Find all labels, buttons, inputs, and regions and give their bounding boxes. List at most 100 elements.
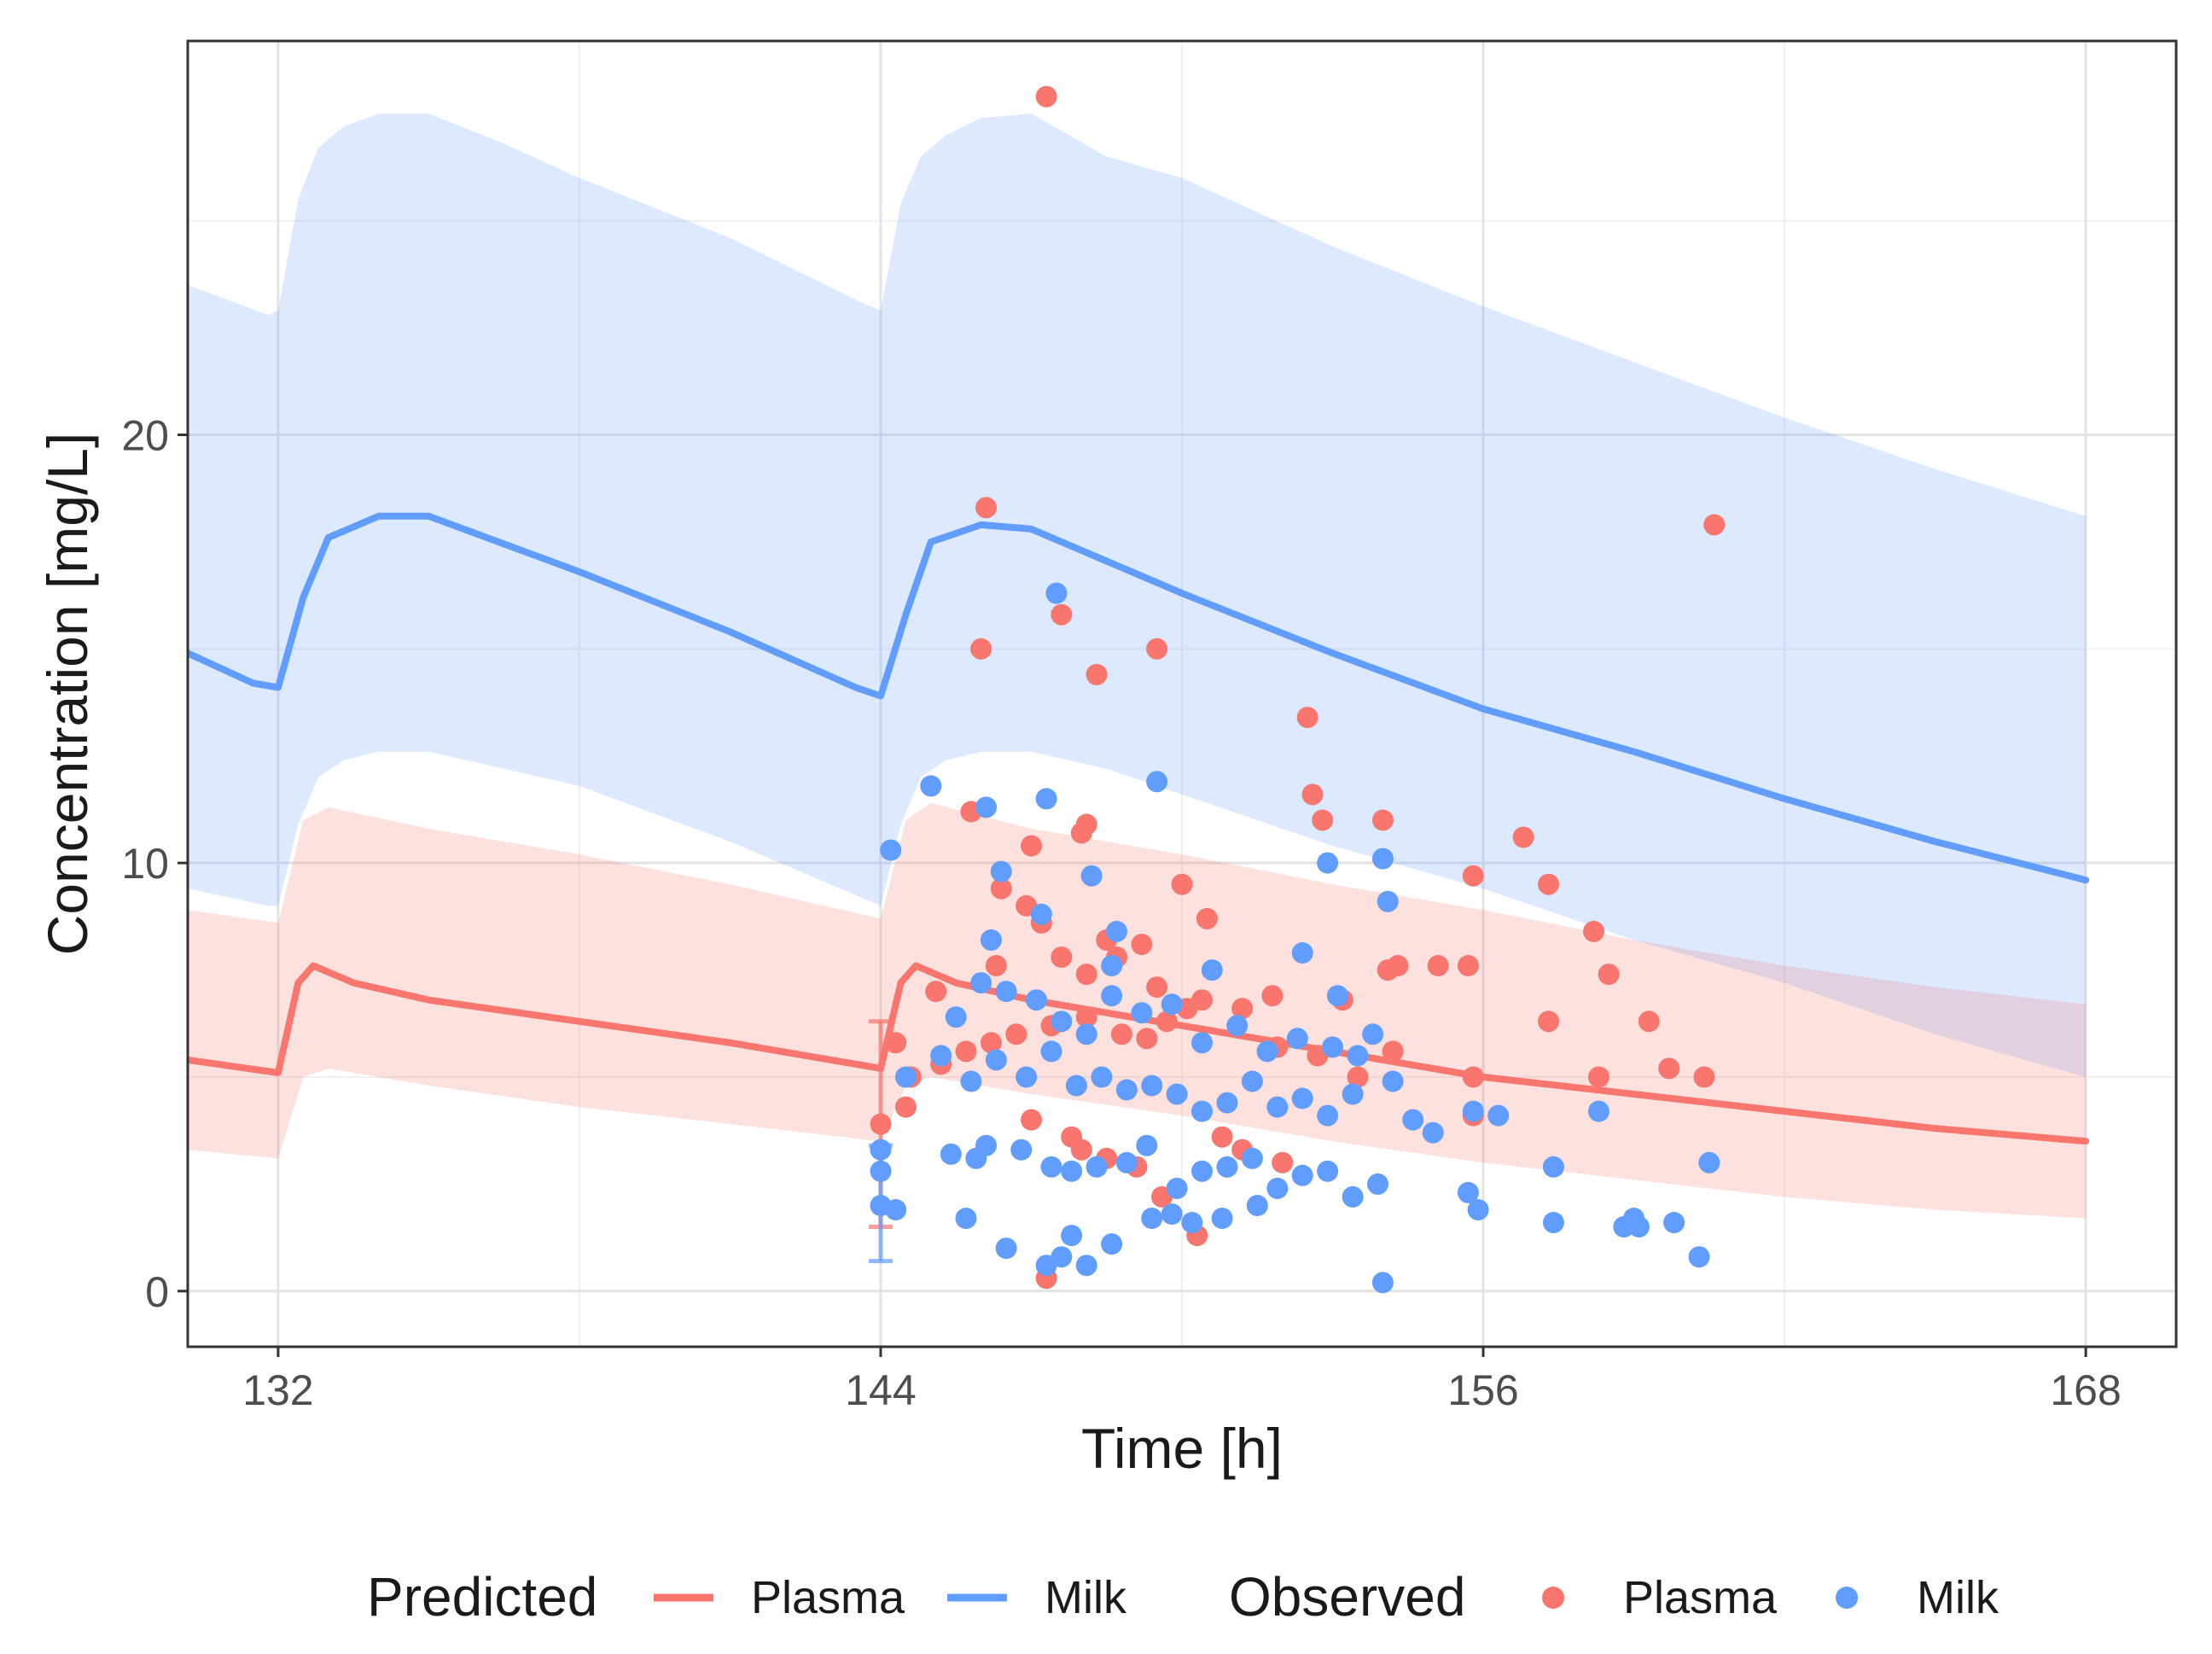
point-observed-milk — [1256, 1040, 1278, 1063]
point-observed-milk — [1191, 1100, 1213, 1122]
point-observed-plasma — [1191, 989, 1213, 1011]
point-observed-plasma — [1070, 1139, 1092, 1161]
point-observed-plasma — [870, 1113, 892, 1135]
point-observed-milk — [1347, 1045, 1369, 1067]
point-observed-milk — [1131, 1002, 1153, 1024]
y-tick-label: 10 — [121, 840, 169, 888]
point-observed-plasma — [975, 497, 997, 519]
y-axis-title: Concentration [mg/L] — [36, 433, 99, 956]
point-observed-plasma — [980, 1032, 1002, 1054]
point-observed-milk — [1266, 1177, 1289, 1199]
point-observed-plasma — [1136, 1028, 1158, 1050]
point-observed-milk — [1382, 1070, 1404, 1092]
point-observed-milk — [1342, 1185, 1364, 1208]
point-observed-milk — [1211, 1208, 1233, 1229]
point-observed-plasma — [1427, 955, 1449, 976]
point-observed-milk — [940, 1143, 962, 1165]
legend-key-observed-milk-dot — [1836, 1587, 1858, 1609]
point-observed-plasma — [1462, 865, 1484, 887]
x-tick-label: 168 — [2050, 1366, 2121, 1414]
legend-label-observed-plasma: Plasma — [1623, 1572, 1778, 1623]
point-observed-milk — [1291, 1087, 1313, 1109]
point-observed-milk — [975, 796, 997, 818]
point-observed-milk — [1317, 852, 1339, 874]
point-observed-plasma — [925, 981, 947, 1003]
legend-title-predicted: Predicted — [367, 1566, 597, 1628]
point-observed-plasma — [955, 1040, 977, 1063]
axis-ticks: 132 144 156 168 0 10 20 — [121, 412, 2121, 1414]
point-observed-milk — [1061, 1225, 1083, 1247]
point-observed-milk — [1191, 1160, 1213, 1182]
point-observed-plasma — [1021, 835, 1042, 857]
point-observed-milk — [990, 860, 1012, 882]
point-observed-plasma — [1371, 809, 1394, 831]
point-observed-milk — [945, 1006, 967, 1028]
point-observed-plasma — [1587, 1066, 1610, 1088]
point-observed-milk — [1010, 1139, 1033, 1161]
point-observed-milk — [1457, 1181, 1479, 1203]
point-observed-plasma — [894, 1096, 917, 1118]
legend-key-observed-plasma-dot — [1542, 1587, 1564, 1609]
legend-label-predicted-plasma: Plasma — [751, 1572, 905, 1623]
point-observed-milk — [1040, 1156, 1062, 1178]
point-observed-milk — [1487, 1104, 1510, 1127]
legend: Predicted Plasma Milk Observed Plasma Mi… — [367, 1566, 2000, 1628]
point-observed-milk — [1291, 942, 1313, 964]
point-observed-plasma — [985, 955, 1007, 976]
point-observed-milk — [1141, 1075, 1163, 1097]
point-observed-milk — [1317, 1160, 1339, 1182]
point-observed-plasma — [1583, 920, 1604, 942]
x-tick-label: 132 — [242, 1366, 313, 1414]
line-predicted-plasma — [188, 962, 2090, 1145]
point-observed-milk — [1542, 1212, 1564, 1233]
point-observed-milk — [1241, 1070, 1263, 1092]
point-observed-milk — [1040, 1040, 1062, 1063]
point-observed-milk — [1216, 1092, 1238, 1114]
point-observed-milk — [1371, 1272, 1394, 1294]
point-observed-milk — [1101, 955, 1123, 976]
point-observed-milk — [1422, 1121, 1444, 1144]
point-observed-plasma — [1658, 1057, 1680, 1080]
point-observed-plasma — [1110, 1023, 1132, 1045]
panel-border — [186, 39, 2178, 1348]
point-observed-plasma — [885, 1032, 907, 1054]
point-observed-milk — [1367, 1173, 1388, 1195]
point-observed-milk — [1402, 1109, 1424, 1131]
point-observed-milk — [1326, 985, 1348, 1007]
point-observed-milk — [1091, 1066, 1113, 1088]
point-observed-milk — [1663, 1212, 1685, 1233]
grid-lines — [188, 41, 2176, 1347]
y-tick-label: 20 — [121, 412, 169, 460]
line-predicted-milk — [188, 512, 2090, 884]
point-observed-milk — [1106, 920, 1127, 942]
point-observed-plasma — [1051, 946, 1073, 968]
point-observed-plasma — [1693, 1066, 1715, 1088]
x-tick-label: 144 — [845, 1366, 916, 1414]
point-observed-milk — [1025, 989, 1047, 1011]
legend-label-predicted-milk: Milk — [1045, 1572, 1127, 1623]
point-observed-milk — [1266, 1096, 1289, 1118]
point-observed-milk — [1045, 582, 1068, 604]
point-observed-milk — [1161, 1203, 1183, 1225]
y-tick-label: 0 — [145, 1268, 169, 1316]
point-observed-milk — [1166, 1083, 1188, 1105]
point-observed-milk — [870, 1139, 892, 1161]
point-observed-plasma — [1703, 514, 1726, 536]
point-observed-plasma — [1005, 1023, 1027, 1045]
point-observed-milk — [1101, 1233, 1123, 1255]
point-observed-milk — [894, 1066, 917, 1088]
point-observed-milk — [1587, 1100, 1610, 1122]
point-observed-milk — [1226, 1015, 1249, 1037]
point-observed-milk — [880, 839, 902, 861]
point-observed-plasma — [990, 877, 1012, 900]
point-observed-milk — [1317, 1104, 1339, 1127]
point-observed-plasma — [1296, 707, 1318, 729]
point-observed-milk — [975, 1134, 997, 1156]
point-observed-plasma — [1387, 955, 1409, 976]
point-observed-milk — [1030, 903, 1052, 925]
point-observed-milk — [885, 1199, 907, 1220]
point-observed-milk — [970, 972, 992, 994]
point-observed-milk — [1146, 771, 1168, 793]
point-observed-plasma — [1086, 663, 1108, 685]
point-observed-plasma — [1231, 998, 1254, 1020]
